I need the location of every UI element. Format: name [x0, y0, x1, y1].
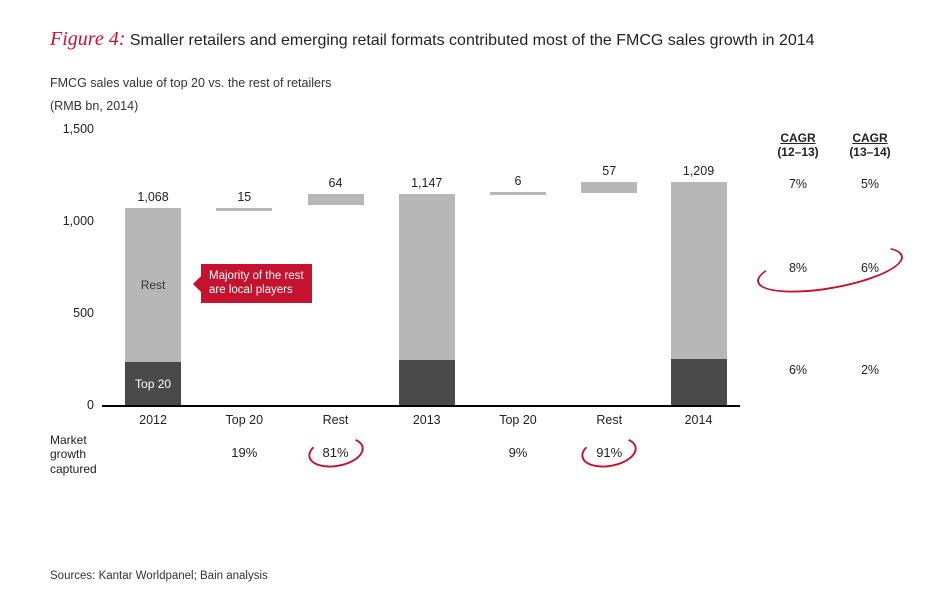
bar-total-label: 1,147: [411, 176, 442, 190]
x-label: Top 20: [226, 413, 264, 427]
delta-bar-resta: 64: [308, 194, 364, 206]
delta-label: 64: [329, 176, 343, 190]
cagr-sub-1: (12–13): [768, 145, 828, 159]
chart-subtitle-2: (RMB bn, 2014): [50, 98, 910, 115]
seg-label-top20: Top 20: [135, 377, 171, 391]
y-tick: 500: [73, 306, 94, 320]
growth-label-l3: captured: [50, 462, 97, 476]
callout-l2: are local players: [209, 284, 293, 296]
delta-bar-restb: 57: [581, 182, 637, 192]
bar-seg-top20: [671, 359, 727, 405]
delta-label: 57: [602, 164, 616, 178]
cagr-head-1: CAGR: [768, 131, 828, 145]
growth-value: 19%: [231, 445, 257, 460]
bar-seg-rest: [671, 182, 727, 358]
sources-text: Sources: Kantar Worldpanel; Bain analysi…: [50, 570, 268, 582]
cagr-head-2: CAGR: [840, 131, 900, 145]
cagr-total-2: 5%: [840, 177, 900, 191]
growth-value: 91%: [596, 445, 622, 460]
growth-captured-row: Market growth captured 19% 81% 9% 91%: [50, 433, 740, 481]
growth-label: Market growth captured: [50, 433, 102, 476]
figure-title-text: Smaller retailers and emerging retail fo…: [130, 32, 815, 49]
chart: 0 500 1,000 1,500 1,068 Top 20 Rest 15 64 1,147 6 5…: [50, 123, 910, 483]
cagr-top20-2: 2%: [840, 363, 900, 377]
callout-local-players: Majority of the rest are local players: [201, 264, 312, 304]
cagr-top20-1: 6%: [768, 363, 828, 377]
y-tick: 0: [87, 398, 94, 412]
x-label: 2012: [139, 413, 167, 427]
bar-2014: 1,209: [671, 182, 727, 404]
cagr-col-13-14: CAGR (13–14): [840, 131, 900, 159]
cagr-total-1: 7%: [768, 177, 828, 191]
bar-seg-top20: [399, 360, 455, 405]
seg-label-rest: Rest: [141, 278, 166, 292]
bar-2012: 1,068Top 20Rest: [125, 208, 181, 405]
chart-x-axis: 2012 Top 20 Rest 2013 Top 20 Rest 2014: [102, 407, 740, 431]
bar-2013: 1,147: [399, 194, 455, 405]
growth-value: 81%: [322, 445, 348, 460]
growth-values: 19% 81% 9% 91%: [102, 433, 740, 481]
x-label: 2014: [685, 413, 713, 427]
cagr-sub-2: (13–14): [840, 145, 900, 159]
delta-bar-top20b: 6: [490, 192, 546, 195]
x-label: Rest: [596, 413, 622, 427]
y-tick: 1,000: [63, 214, 94, 228]
y-tick: 1,500: [63, 122, 94, 136]
growth-label-l2: growth: [50, 447, 86, 461]
figure-number: Figure 4:: [50, 28, 125, 50]
bar-total-label: 1,068: [137, 190, 168, 204]
figure-title: Figure 4: Smaller retailers and emerging…: [50, 28, 910, 51]
x-label: Rest: [323, 413, 349, 427]
bar-total-label: 1,209: [683, 164, 714, 178]
growth-value: 9%: [509, 445, 528, 460]
callout-l1: Majority of the rest: [209, 270, 304, 282]
delta-label: 6: [514, 174, 521, 188]
delta-bar-top20a: 15: [216, 208, 272, 211]
x-label: Top 20: [499, 413, 537, 427]
cagr-col-12-13: CAGR (12–13): [768, 131, 828, 159]
chart-plot-area: 05001,0001,5001,068Top 20Rest15641,14765…: [102, 131, 740, 407]
delta-label: 15: [237, 190, 251, 204]
cagr-rest-1: 8%: [768, 261, 828, 275]
bar-seg-rest: [399, 194, 455, 360]
growth-label-l1: Market: [50, 433, 87, 447]
x-label: 2013: [413, 413, 441, 427]
chart-subtitle-1: FMCG sales value of top 20 vs. the rest …: [50, 75, 910, 92]
cagr-rest-2: 6%: [840, 261, 900, 275]
